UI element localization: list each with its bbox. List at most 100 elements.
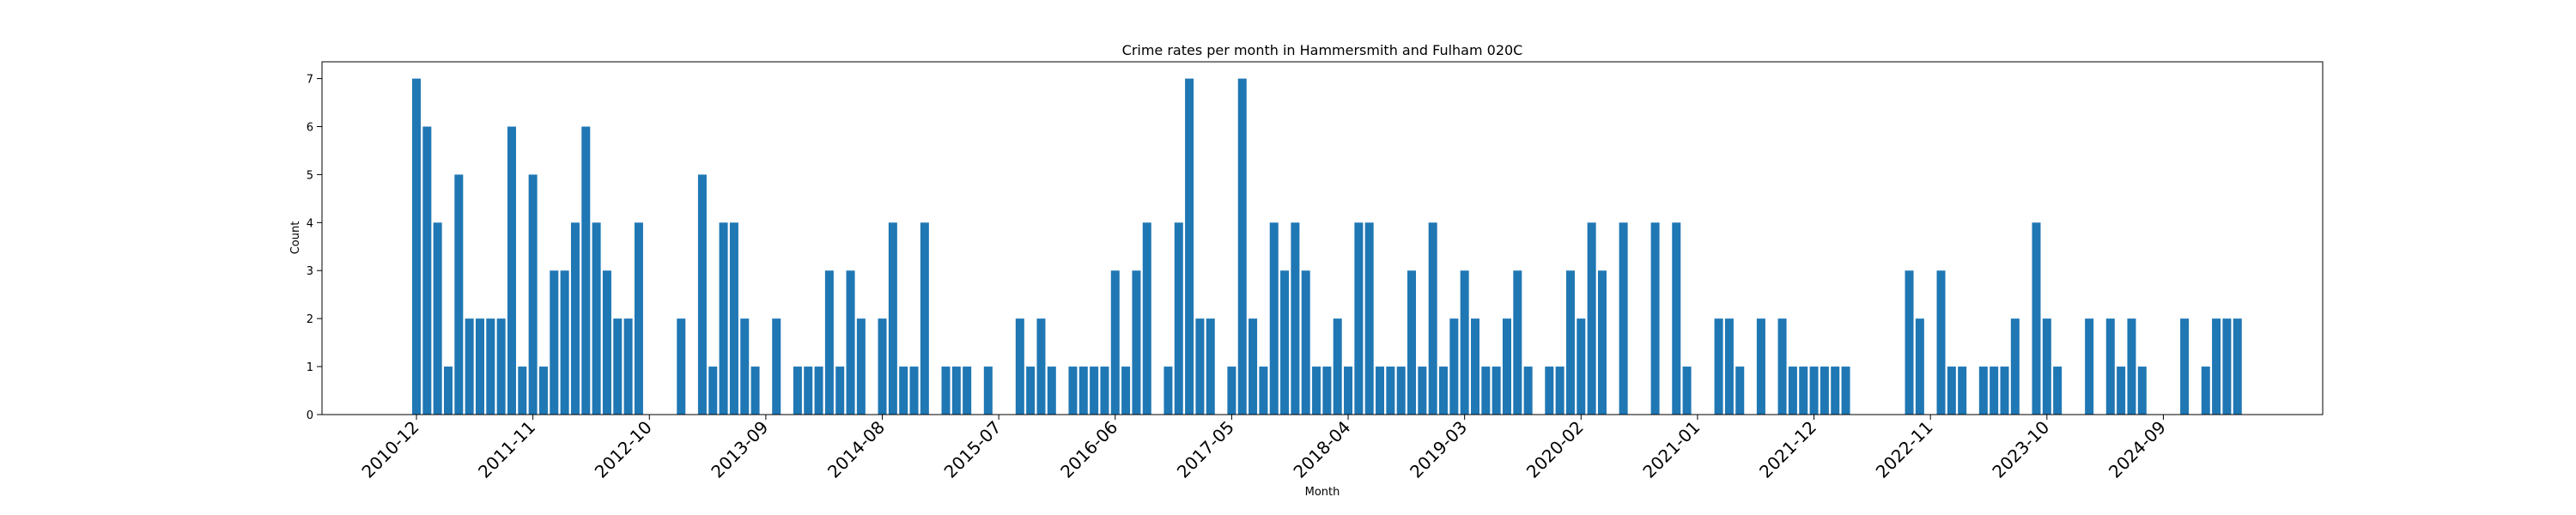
bar-2011-09	[507, 126, 516, 415]
bar-2022-12	[1936, 270, 1946, 415]
bar-2013-03	[697, 174, 707, 415]
bar-2021-04	[1724, 318, 1734, 415]
bar-2021-09	[1777, 318, 1787, 415]
bar-2011-05	[465, 318, 474, 415]
bar-2019-02	[1449, 318, 1459, 415]
bar-2011-12	[538, 367, 548, 415]
bar-2019-07	[1502, 318, 1511, 415]
bar-2015-03	[951, 367, 961, 415]
bar-2021-05	[1735, 367, 1745, 415]
bar-2012-09	[634, 222, 643, 415]
bar-2018-07	[1376, 367, 1385, 415]
bar-2021-11	[1799, 367, 1808, 415]
bar-2018-11	[1418, 367, 1427, 415]
bar-2017-01	[1185, 78, 1194, 415]
bar-2013-08	[750, 367, 760, 415]
bar-2025-01	[2201, 367, 2210, 415]
y-tick-label: 1	[307, 361, 313, 374]
bar-2012-03	[570, 222, 580, 415]
bar-2017-03	[1206, 318, 1215, 415]
bar-2013-04	[708, 367, 718, 415]
bar-2018-04	[1344, 367, 1353, 415]
bar-2014-10	[899, 367, 908, 415]
bar-2019-12	[1555, 367, 1564, 415]
bar-2022-09	[1905, 270, 1914, 415]
bar-2016-02	[1068, 367, 1078, 415]
bar-2011-11	[528, 174, 538, 415]
bar-2013-10	[772, 318, 781, 415]
bar-2013-12	[793, 367, 802, 415]
bar-2024-04	[2105, 318, 2115, 415]
bar-2025-02	[2212, 318, 2221, 415]
bar-2018-01	[1312, 367, 1321, 415]
bar-2022-03	[1841, 367, 1850, 415]
bar-2012-07	[613, 318, 623, 415]
bar-2016-11	[1163, 367, 1173, 415]
bar-2024-06	[2127, 318, 2136, 415]
y-tick-label: 2	[307, 313, 313, 326]
bar-2012-08	[623, 318, 633, 415]
bar-2022-02	[1831, 367, 1840, 415]
bar-2014-02	[814, 367, 823, 415]
bar-2013-06	[729, 222, 738, 415]
bar-2019-04	[1471, 318, 1479, 415]
bar-2018-06	[1364, 222, 1374, 415]
bar-2016-06	[1110, 270, 1120, 415]
bar-2011-02	[433, 222, 442, 415]
bar-2017-07	[1249, 318, 1258, 415]
bar-2014-11	[909, 367, 919, 415]
bar-2014-06	[856, 318, 866, 415]
bar-2015-11	[1036, 318, 1046, 415]
bar-2012-06	[602, 270, 611, 415]
bar-2023-06	[2000, 367, 2009, 415]
bar-2015-06	[983, 367, 993, 415]
bar-2025-04	[2233, 318, 2242, 415]
bar-2021-10	[1788, 367, 1797, 415]
bar-2014-01	[804, 367, 813, 415]
bar-2017-12	[1301, 270, 1310, 415]
bar-2019-06	[1492, 367, 1501, 415]
bar-2011-08	[496, 318, 506, 415]
bar-2020-01	[1565, 270, 1575, 415]
bar-2021-07	[1756, 318, 1765, 415]
bar-2015-10	[1026, 367, 1036, 415]
y-axis-label: Count	[289, 221, 302, 255]
bar-2023-07	[2010, 318, 2020, 415]
bar-2016-03	[1078, 367, 1088, 415]
bar-2024-07	[2137, 367, 2147, 415]
bar-2019-11	[1545, 367, 1554, 415]
bar-2020-11	[1672, 222, 1681, 415]
bar-2023-10	[2042, 318, 2051, 415]
bar-2011-10	[518, 367, 527, 415]
bar-2020-04	[1597, 270, 1607, 415]
bar-2019-08	[1513, 270, 1522, 415]
bar-2010-12	[412, 78, 421, 415]
bar-2023-04	[1978, 367, 1988, 415]
bar-2014-09	[888, 222, 897, 415]
bar-2012-04	[581, 126, 591, 415]
x-axis-label: Month	[1305, 486, 1340, 499]
bar-2018-12	[1428, 222, 1437, 415]
bar-2020-06	[1619, 222, 1628, 415]
y-tick-label: 6	[307, 121, 313, 134]
bar-2015-04	[963, 367, 972, 415]
bar-2024-11	[2180, 318, 2190, 415]
bar-2015-02	[941, 367, 951, 415]
bar-2014-04	[835, 367, 845, 415]
y-tick-label: 3	[307, 265, 313, 278]
y-tick-label: 4	[307, 217, 313, 230]
bar-2018-03	[1333, 318, 1342, 415]
bar-2011-04	[454, 174, 464, 415]
bar-2023-09	[2032, 222, 2041, 415]
bar-2023-02	[1958, 367, 1967, 415]
bar-2017-02	[1195, 318, 1205, 415]
bar-2024-02	[2085, 318, 2094, 415]
bar-2021-12	[1809, 367, 1819, 415]
bar-2018-02	[1322, 367, 1332, 415]
bar-2012-05	[592, 222, 601, 415]
bar-2016-09	[1142, 222, 1151, 415]
bar-2019-03	[1460, 270, 1469, 415]
bar-2015-12	[1047, 367, 1056, 415]
bar-2020-02	[1577, 318, 1586, 415]
